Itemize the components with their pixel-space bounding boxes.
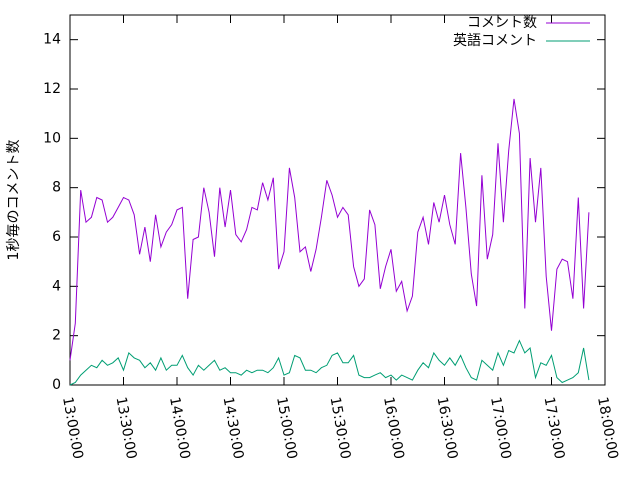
- series-line: [69, 339, 590, 386]
- y-tick-label: 4: [52, 278, 61, 294]
- plot-frame: [69, 14, 606, 386]
- y-tick-label: 8: [52, 180, 61, 196]
- y-tick-label: 0: [52, 377, 61, 393]
- y-tick-label: 2: [52, 328, 61, 344]
- series-line: [69, 98, 590, 361]
- y-tick-label: 14: [43, 32, 61, 48]
- legend-label: コメント数: [467, 15, 537, 31]
- y-axis-label: 1秒毎のコメント数: [6, 140, 22, 261]
- y-tick-label: 6: [52, 229, 61, 245]
- y-tick-label: 12: [43, 81, 61, 97]
- legend-label: 英語コメント: [453, 32, 537, 49]
- y-tick-label: 10: [43, 130, 61, 146]
